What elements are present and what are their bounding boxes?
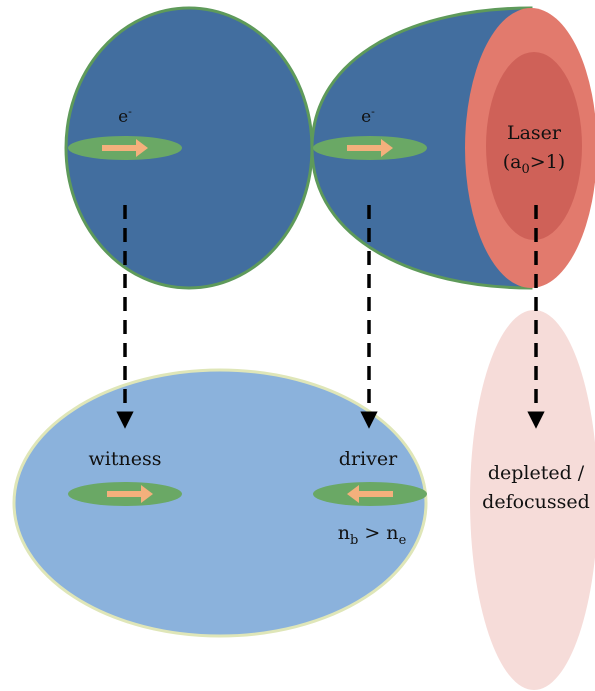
laser-label: Laser [507, 122, 562, 144]
driver-label: driver [339, 448, 398, 470]
right-arrow-icon [347, 139, 393, 157]
laser-pulse-inner [486, 52, 582, 240]
density-condition-label: nb > ne [338, 522, 407, 548]
depleted-laser-region [470, 310, 595, 690]
laser-a0-label: (a0>1) [503, 151, 565, 177]
defocussed-label: defocussed [482, 491, 590, 513]
left-arrow-icon [347, 485, 393, 503]
right-arrow-icon [107, 485, 153, 503]
depleted-label: depleted / [488, 462, 585, 484]
right-arrow-icon [102, 139, 148, 157]
witness-label: witness [89, 448, 162, 470]
broken-bubble-region [12, 368, 428, 638]
